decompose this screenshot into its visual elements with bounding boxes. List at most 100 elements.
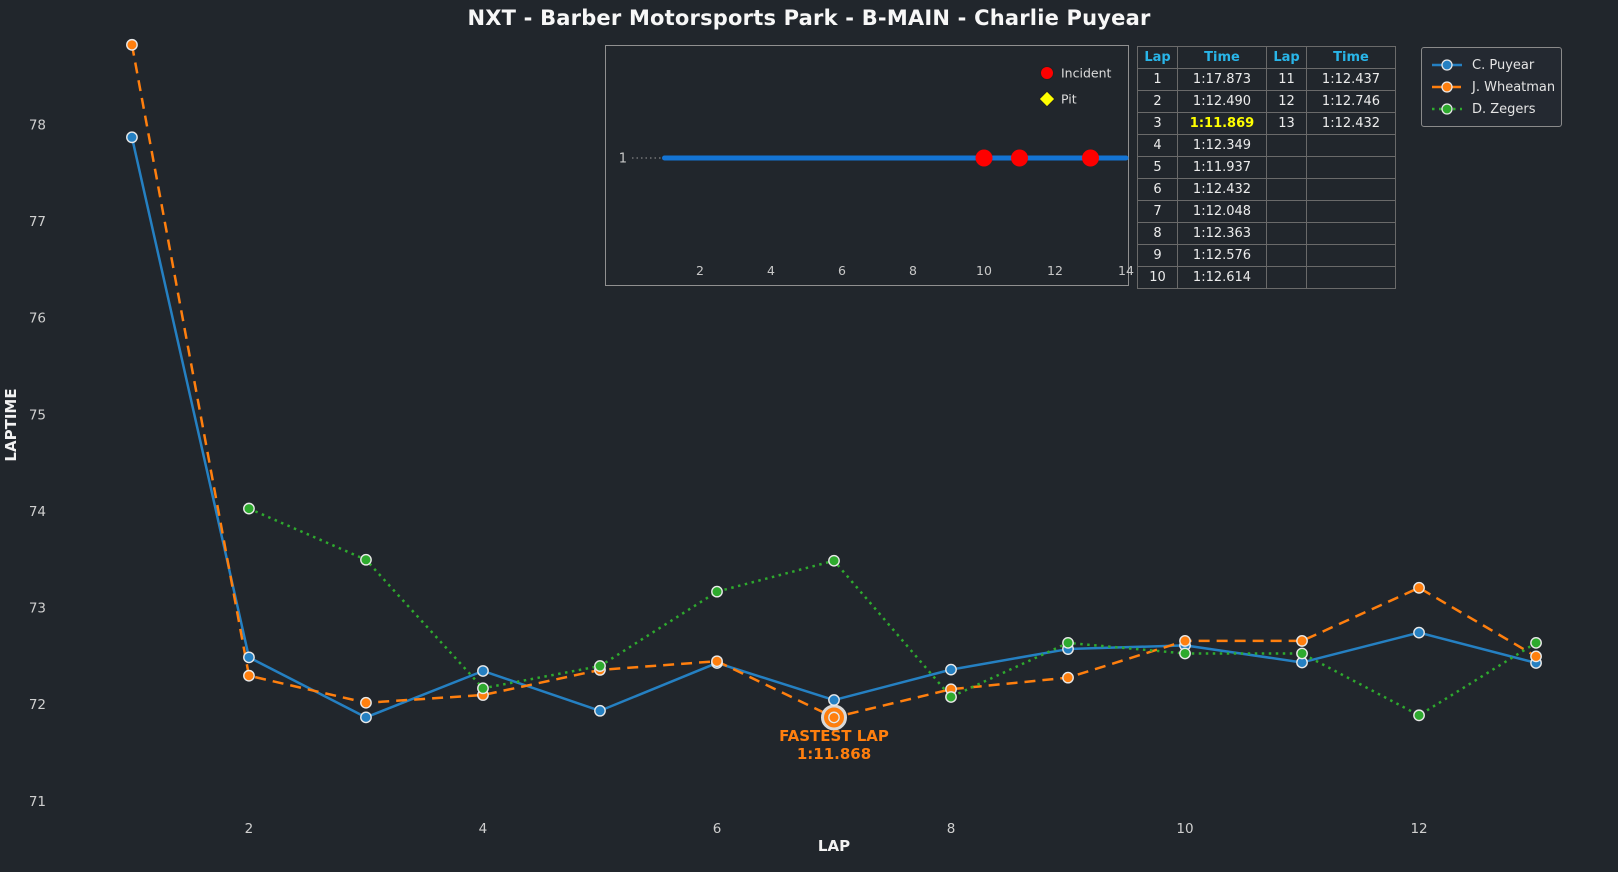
- lap-number-cell: 13: [1266, 112, 1307, 135]
- lap-number-cell: 9: [1137, 244, 1178, 267]
- y-axis-label: LAPTIME: [2, 388, 20, 461]
- lap-number-cell: [1266, 222, 1307, 245]
- x-axis-label: LAP: [818, 837, 850, 855]
- lap-table-header: Lap: [1137, 46, 1178, 69]
- legend-swatch-icon: [1432, 103, 1462, 115]
- lap-time-cell: [1306, 178, 1396, 201]
- legend-label: D. Zegers: [1472, 101, 1536, 117]
- x-tick-label: 4: [479, 821, 488, 837]
- lap-time-cell: 1:17.873: [1177, 68, 1267, 91]
- data-point: [126, 131, 138, 144]
- data-point: [1062, 671, 1074, 684]
- data-point: [711, 585, 723, 598]
- lap-table-row: 8 1:12.363: [1137, 222, 1396, 245]
- lap-table-row: 2 1:12.490 12 1:12.746: [1137, 90, 1396, 113]
- lap-time-cell: 1:12.432: [1177, 178, 1267, 201]
- x-tick-label: 2: [245, 821, 254, 837]
- inset-x-tick-label: 6: [838, 263, 846, 278]
- lap-number-cell: [1266, 178, 1307, 201]
- inset-x-tick-label: 12: [1047, 263, 1063, 278]
- lap-time-cell: 1:12.349: [1177, 134, 1267, 157]
- legend-label: J. Wheatman: [1472, 79, 1556, 95]
- lap-table-row: 10 1:12.614: [1137, 266, 1396, 289]
- inset-x-tick-label: 4: [767, 263, 775, 278]
- y-tick-label: 73: [29, 601, 46, 617]
- lap-table: Lap Time Lap Time 1 1:17.873 11 1:12.437 2 1:12.4…: [1137, 46, 1396, 289]
- lap-table-header: Time: [1177, 46, 1267, 69]
- lap-time-cell: 1:12.048: [1177, 200, 1267, 223]
- lap-number-cell: [1266, 200, 1307, 223]
- data-point: [1530, 650, 1542, 663]
- data-point: [1530, 636, 1542, 649]
- lap-time-cell: 1:12.614: [1177, 266, 1267, 289]
- legend-item-j-wheatman: J. Wheatman: [1431, 76, 1561, 98]
- legend-swatch-icon: [1432, 81, 1462, 93]
- lap-number-cell: 8: [1137, 222, 1178, 245]
- data-point: [828, 554, 840, 567]
- inset-x-tick-label: 10: [976, 263, 992, 278]
- lap-table-row: 5 1:11.937: [1137, 156, 1396, 179]
- data-point: [243, 651, 255, 664]
- lap-time-cell: 1:12.576: [1177, 244, 1267, 267]
- lap-table-row: 1 1:17.873 11 1:12.437: [1137, 68, 1396, 91]
- y-tick-label: 74: [29, 504, 46, 520]
- lap-time-cell: 1:12.490: [1177, 90, 1267, 113]
- lap-number-cell: 1: [1137, 68, 1178, 91]
- lap-time-cell: [1306, 222, 1396, 245]
- data-point: [1413, 626, 1425, 639]
- data-point: [711, 655, 723, 668]
- data-point: [360, 553, 372, 566]
- x-tick-label: 8: [947, 821, 956, 837]
- inset-border: [605, 45, 1129, 286]
- data-point: [945, 663, 957, 676]
- lap-number-cell: [1266, 134, 1307, 157]
- lap-number-cell: 12: [1266, 90, 1307, 113]
- legend-label: C. Puyear: [1472, 57, 1535, 73]
- lap-time-cell: 1:12.432: [1306, 112, 1396, 135]
- lap-number-cell: 10: [1137, 266, 1178, 289]
- series-legend: C. Puyear J. Wheatman D. Zegers: [1421, 47, 1562, 127]
- data-point: [243, 669, 255, 682]
- lap-time-cell: 1:12.437: [1306, 68, 1396, 91]
- legend-swatch-icon: [1432, 59, 1462, 71]
- y-tick-label: 77: [29, 214, 46, 230]
- lap-table-row: 6 1:12.432: [1137, 178, 1396, 201]
- lap-time-cell: [1306, 156, 1396, 179]
- fastest-lap-value: 1:11.868: [797, 745, 871, 763]
- lap-number-cell: 11: [1266, 68, 1307, 91]
- incident-marker: [975, 149, 993, 167]
- lap-table-row: 3 1:11.869 13 1:12.432: [1137, 112, 1396, 135]
- y-tick-label: 76: [29, 311, 46, 327]
- lap-number-cell: [1266, 266, 1307, 289]
- x-tick-label: 12: [1410, 821, 1427, 837]
- lap-table-row: 7 1:12.048: [1137, 200, 1396, 223]
- lap-number-cell: 4: [1137, 134, 1178, 157]
- chart-title: NXT - Barber Motorsports Park - B-MAIN -…: [467, 6, 1151, 30]
- legend-item-d-zegers: D. Zegers: [1431, 98, 1561, 120]
- data-point: [594, 660, 606, 672]
- incident-marker: [1082, 149, 1099, 167]
- lap-number-cell: [1266, 156, 1307, 179]
- data-point: [1296, 647, 1308, 660]
- incident-marker: [1011, 149, 1028, 167]
- lap-number-cell: [1266, 244, 1307, 267]
- data-point: [594, 704, 606, 717]
- lap-number-cell: 3: [1137, 112, 1178, 135]
- x-tick-label: 10: [1176, 821, 1193, 837]
- inset-legend-pit-label: Pit: [1061, 92, 1077, 107]
- data-point: [477, 682, 489, 695]
- lap-number-cell: 6: [1137, 178, 1178, 201]
- data-point: [477, 665, 489, 677]
- y-tick-label: 75: [29, 407, 46, 423]
- data-point: [1179, 635, 1191, 647]
- legend-item-c-puyear: C. Puyear: [1431, 54, 1561, 76]
- data-point: [360, 696, 372, 709]
- data-point: [126, 38, 138, 51]
- data-point: [1179, 647, 1191, 660]
- lap-time-cell: 1:12.746: [1306, 90, 1396, 113]
- data-point: [828, 711, 840, 724]
- lap-table-header: Time: [1306, 46, 1396, 69]
- lap-time-cell: [1306, 200, 1396, 223]
